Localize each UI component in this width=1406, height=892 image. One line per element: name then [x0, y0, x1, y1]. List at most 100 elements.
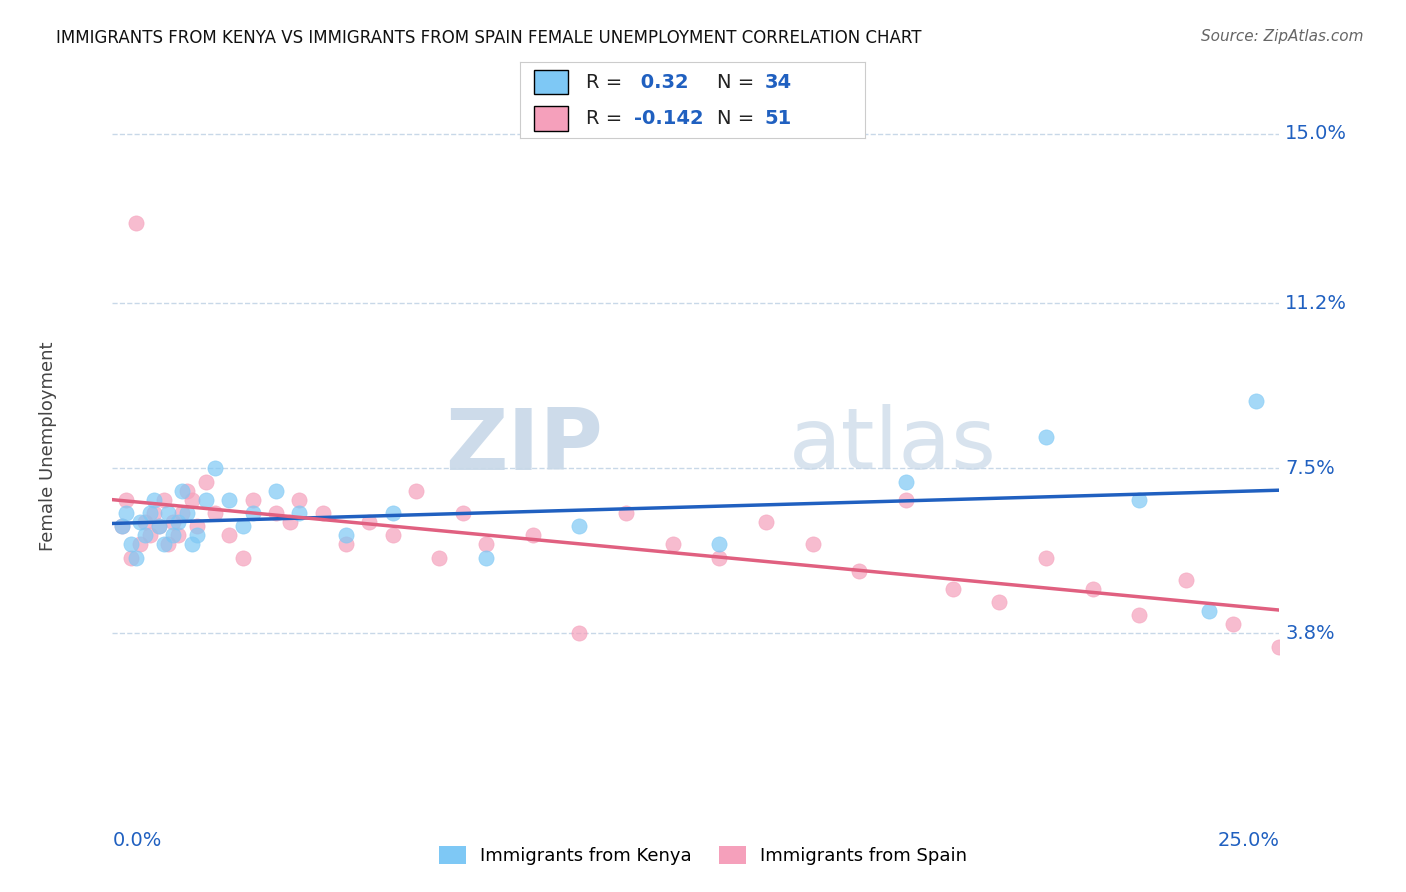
Point: [1081, 582, 1104, 596]
Point: [894, 492, 917, 507]
Point: [405, 483, 427, 498]
Text: 0.32: 0.32: [634, 72, 689, 92]
Point: [1268, 640, 1291, 654]
Point: [218, 528, 240, 542]
Point: [381, 528, 404, 542]
Point: [162, 515, 184, 529]
Point: [755, 515, 778, 529]
Point: [1128, 492, 1150, 507]
Text: ZIP: ZIP: [444, 404, 603, 488]
Point: [153, 537, 176, 551]
Point: [176, 506, 198, 520]
Point: [157, 537, 180, 551]
Point: [942, 582, 965, 596]
Point: [264, 506, 287, 520]
Point: [162, 528, 184, 542]
Point: [148, 519, 170, 533]
Point: [186, 528, 208, 542]
Text: -0.142: -0.142: [634, 109, 703, 128]
Point: [180, 492, 202, 507]
Point: [232, 519, 254, 533]
Point: [139, 506, 162, 520]
Text: 7.5%: 7.5%: [1285, 458, 1336, 478]
Point: [115, 506, 138, 520]
Text: 15.0%: 15.0%: [1285, 124, 1347, 144]
Text: 51: 51: [765, 109, 792, 128]
Point: [172, 483, 194, 498]
Text: Source: ZipAtlas.com: Source: ZipAtlas.com: [1201, 29, 1364, 44]
Point: [427, 550, 450, 565]
Point: [204, 461, 226, 475]
Point: [288, 506, 311, 520]
Point: [129, 515, 152, 529]
Point: [242, 506, 264, 520]
Point: [148, 519, 170, 533]
Point: [614, 506, 637, 520]
Point: [143, 492, 166, 507]
Point: [1292, 626, 1315, 640]
Point: [475, 550, 498, 565]
Point: [1128, 608, 1150, 623]
Point: [709, 537, 731, 551]
Text: R =: R =: [586, 109, 628, 128]
Point: [172, 506, 194, 520]
Point: [194, 475, 217, 489]
Point: [143, 506, 166, 520]
Point: [278, 515, 301, 529]
Point: [134, 528, 156, 542]
FancyBboxPatch shape: [534, 70, 568, 95]
Point: [335, 537, 357, 551]
Text: IMMIGRANTS FROM KENYA VS IMMIGRANTS FROM SPAIN FEMALE UNEMPLOYMENT CORRELATION C: IMMIGRANTS FROM KENYA VS IMMIGRANTS FROM…: [56, 29, 922, 46]
Text: 25.0%: 25.0%: [1218, 831, 1279, 850]
Point: [359, 515, 381, 529]
Point: [475, 537, 498, 551]
Point: [848, 564, 870, 578]
Point: [568, 626, 591, 640]
Point: [568, 519, 591, 533]
FancyBboxPatch shape: [534, 106, 568, 130]
Point: [120, 537, 142, 551]
Point: [709, 550, 731, 565]
Point: [111, 519, 134, 533]
Point: [204, 506, 226, 520]
Point: [1198, 604, 1220, 618]
Point: [1222, 617, 1244, 632]
Point: [522, 528, 544, 542]
Text: Female Unemployment: Female Unemployment: [39, 342, 58, 550]
Point: [661, 537, 683, 551]
Point: [153, 492, 176, 507]
Point: [288, 492, 311, 507]
Point: [381, 506, 404, 520]
Point: [242, 492, 264, 507]
Point: [125, 216, 148, 230]
Point: [311, 506, 333, 520]
Point: [180, 537, 202, 551]
Point: [125, 550, 148, 565]
Text: 11.2%: 11.2%: [1285, 293, 1347, 313]
Text: atlas: atlas: [789, 404, 997, 488]
Point: [194, 492, 217, 507]
Point: [115, 492, 138, 507]
Legend: Immigrants from Kenya, Immigrants from Spain: Immigrants from Kenya, Immigrants from S…: [432, 838, 974, 872]
Point: [218, 492, 240, 507]
Text: N =: N =: [717, 109, 761, 128]
Point: [176, 483, 198, 498]
Point: [166, 515, 188, 529]
Point: [264, 483, 287, 498]
Point: [1035, 550, 1057, 565]
Point: [120, 550, 142, 565]
Text: 34: 34: [765, 72, 792, 92]
Text: 0.0%: 0.0%: [112, 831, 162, 850]
Point: [988, 595, 1011, 609]
Text: R =: R =: [586, 72, 628, 92]
Point: [166, 528, 188, 542]
Point: [157, 506, 180, 520]
Text: N =: N =: [717, 72, 761, 92]
Text: 3.8%: 3.8%: [1285, 624, 1334, 643]
Point: [139, 528, 162, 542]
Point: [111, 519, 134, 533]
Point: [335, 528, 357, 542]
Point: [1175, 573, 1198, 587]
Point: [1244, 394, 1267, 409]
Point: [894, 475, 917, 489]
